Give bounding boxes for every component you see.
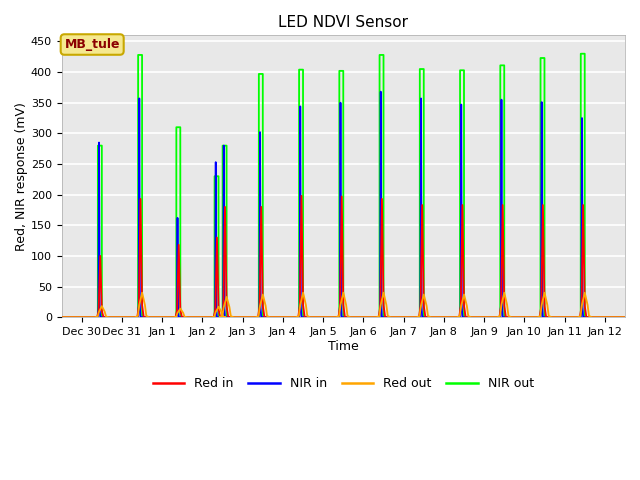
Title: LED NDVI Sensor: LED NDVI Sensor (278, 15, 408, 30)
Text: MB_tule: MB_tule (65, 38, 120, 51)
Legend: Red in, NIR in, Red out, NIR out: Red in, NIR in, Red out, NIR out (148, 372, 539, 396)
Y-axis label: Red, NIR response (mV): Red, NIR response (mV) (15, 102, 28, 251)
X-axis label: Time: Time (328, 340, 358, 353)
